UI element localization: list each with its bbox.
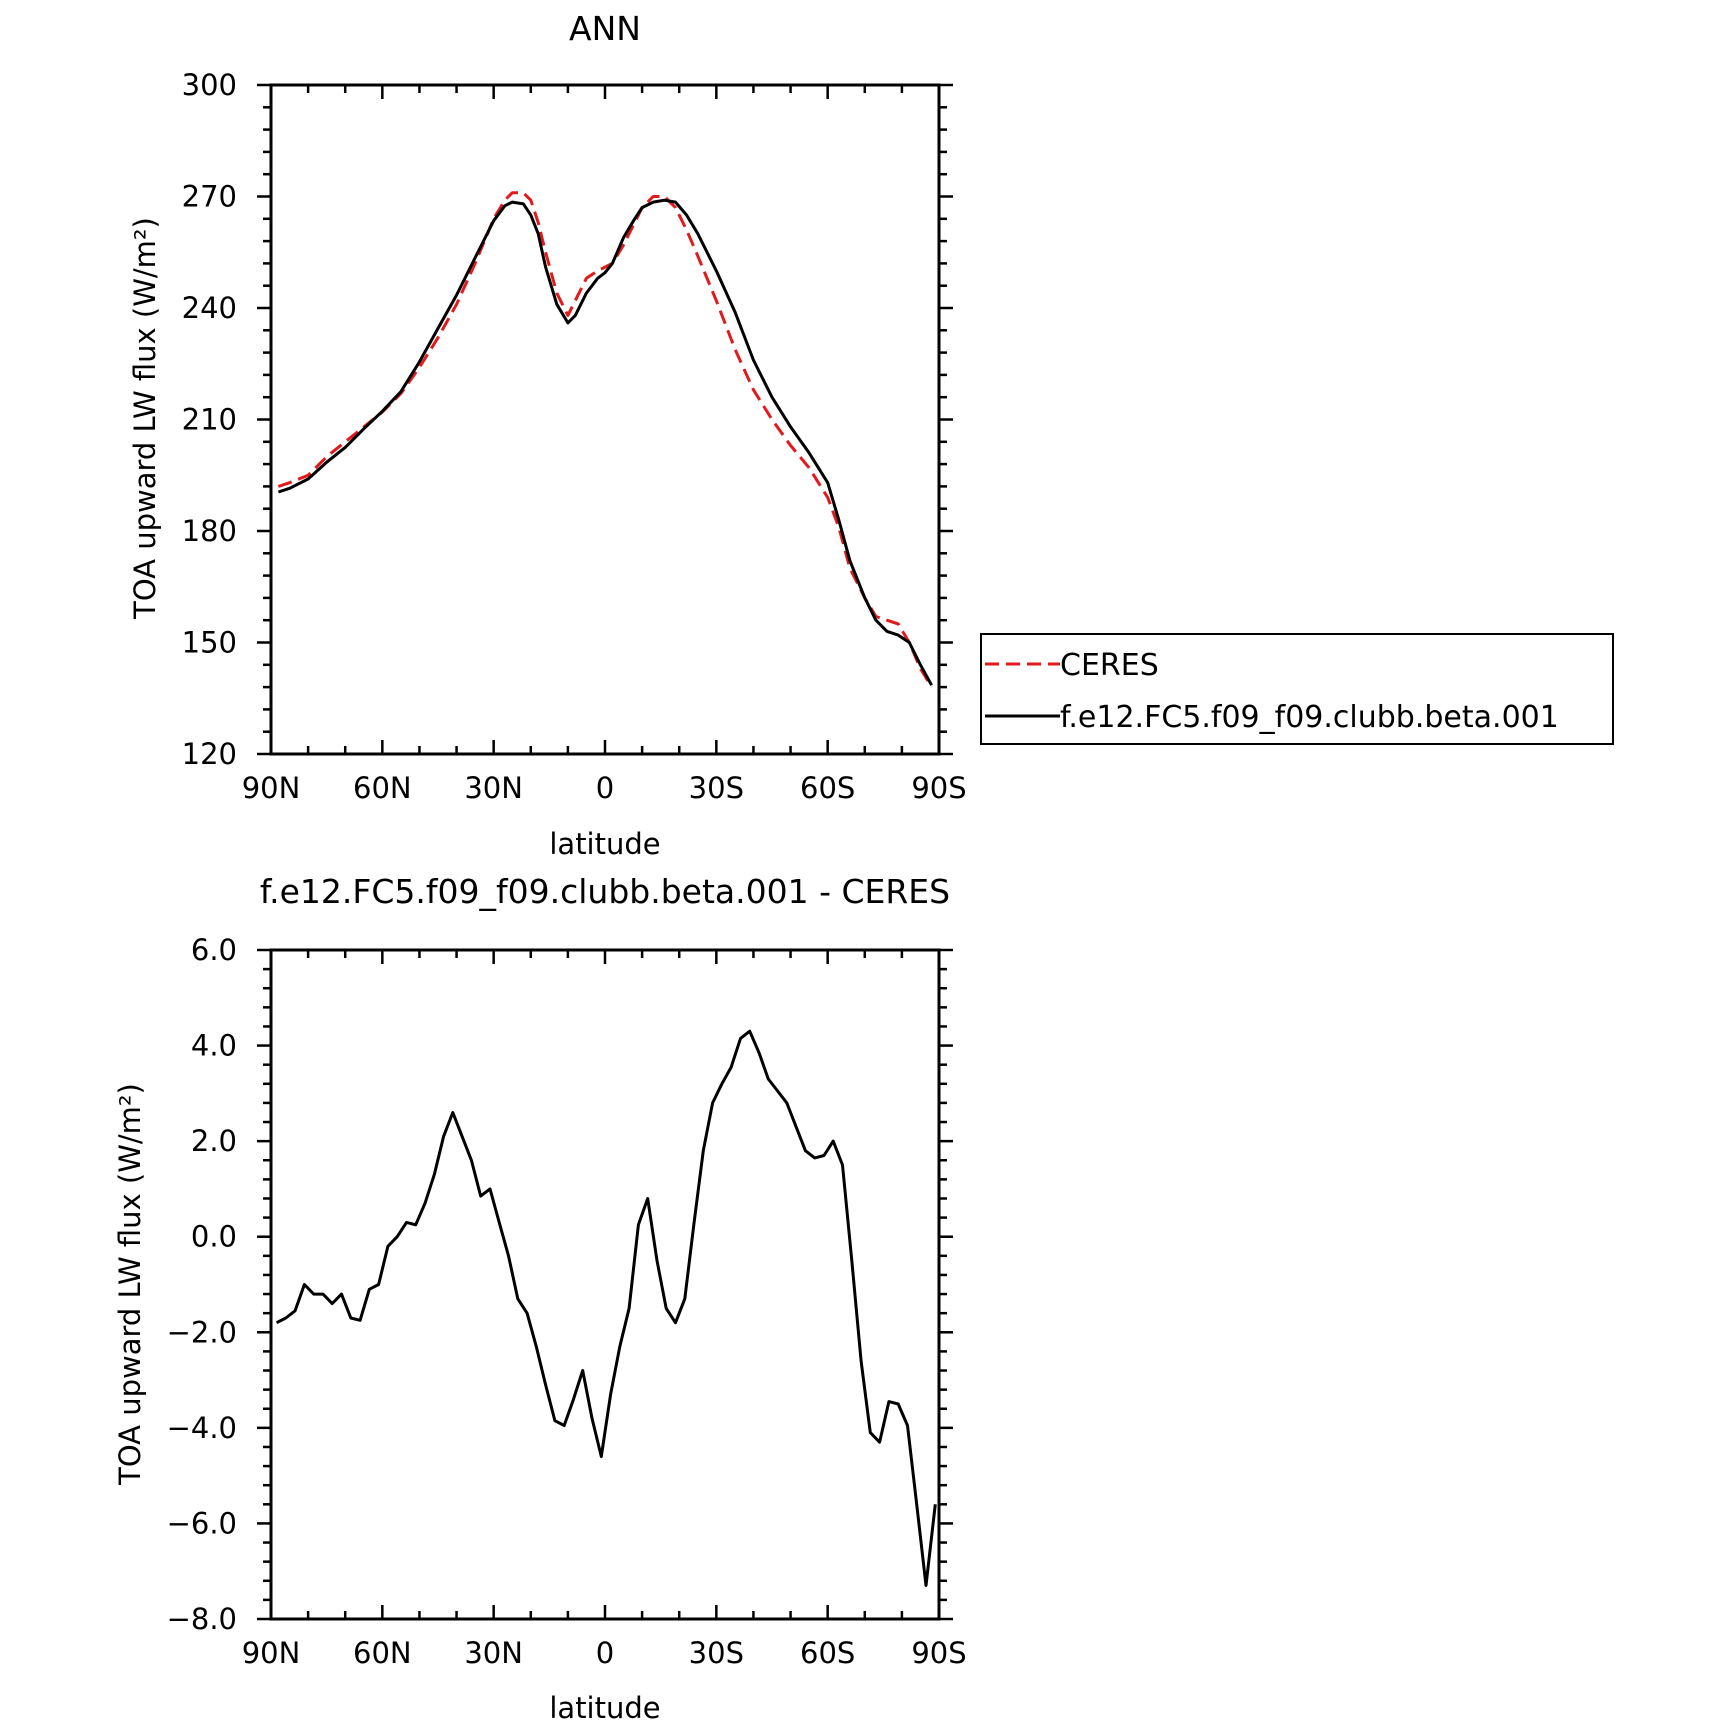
flux-panel-ticks: 90N 60N 30N 0 30S 60S 90S 120 150 180 210 240 270 300 <box>182 68 967 805</box>
flux-panel-xlabel: latitude <box>549 827 660 861</box>
difference-panel: f.e12.FC5.f09_f09.clubb.beta.001 - CERES… <box>113 872 967 1723</box>
y-tick-label: 300 <box>182 68 237 102</box>
x-tick-label: 30N <box>464 771 523 805</box>
flux-panel-frame <box>269 83 941 756</box>
y-tick-label: −4.0 <box>167 1411 237 1445</box>
difference-panel-frame <box>269 948 941 1621</box>
difference-panel-xlabel: latitude <box>549 1691 660 1723</box>
y-tick-label: 270 <box>182 180 237 214</box>
y-tick-label: 6.0 <box>191 933 237 967</box>
flux-panel-ylabel: TOA upward LW flux (W/m²) <box>128 217 162 620</box>
x-tick-label: 90S <box>911 771 966 805</box>
x-tick-label: 30S <box>689 1636 744 1670</box>
x-tick-label: 60N <box>353 771 412 805</box>
difference-panel-ticks: 90N 60N 30N 0 30S 60S 90S −8.0 −6.0 −4.0 −2.0 0.0 2.… <box>167 933 967 1670</box>
legend-label-ceres: CERES <box>1060 648 1159 683</box>
flux-panel-series <box>277 191 933 688</box>
y-tick-label: 180 <box>182 514 237 548</box>
series-line-0 <box>277 191 933 688</box>
x-tick-label: 60S <box>800 771 855 805</box>
legend: CERES f.e12.FC5.f09_f09.clubb.beta.001 <box>980 633 1614 745</box>
difference-panel-series <box>275 1029 937 1587</box>
difference-panel-title: f.e12.FC5.f09_f09.clubb.beta.001 - CERES <box>260 872 950 911</box>
flux-panel: ANN latitude TOA upward LW flux (W/m²) 9… <box>128 9 967 861</box>
y-tick-label: −6.0 <box>167 1506 237 1540</box>
y-tick-label: 4.0 <box>191 1029 237 1063</box>
y-tick-label: 210 <box>182 403 237 437</box>
x-tick-label: 0 <box>596 1636 614 1670</box>
difference-panel-ylabel: TOA upward LW flux (W/m²) <box>113 1083 147 1486</box>
y-tick-label: −2.0 <box>167 1315 237 1349</box>
x-tick-label: 30N <box>464 1636 523 1670</box>
y-tick-label: −8.0 <box>167 1602 237 1636</box>
x-tick-label: 90S <box>911 1636 966 1670</box>
x-tick-label: 0 <box>596 771 614 805</box>
y-tick-label: 2.0 <box>191 1124 237 1158</box>
y-tick-label: 0.0 <box>191 1220 237 1254</box>
y-tick-label: 120 <box>182 737 237 771</box>
legend-label-model: f.e12.FC5.f09_f09.clubb.beta.001 <box>1060 700 1559 735</box>
y-tick-label: 240 <box>182 291 237 325</box>
x-tick-label: 90N <box>242 771 301 805</box>
x-tick-label: 30S <box>689 771 744 805</box>
series-line-1 <box>277 198 933 686</box>
flux-panel-title: ANN <box>569 9 641 48</box>
x-tick-label: 90N <box>242 1636 301 1670</box>
x-tick-label: 60N <box>353 1636 412 1670</box>
y-tick-label: 150 <box>182 626 237 660</box>
series-line-0 <box>275 1029 937 1587</box>
x-tick-label: 60S <box>800 1636 855 1670</box>
legend-box <box>980 633 1614 745</box>
